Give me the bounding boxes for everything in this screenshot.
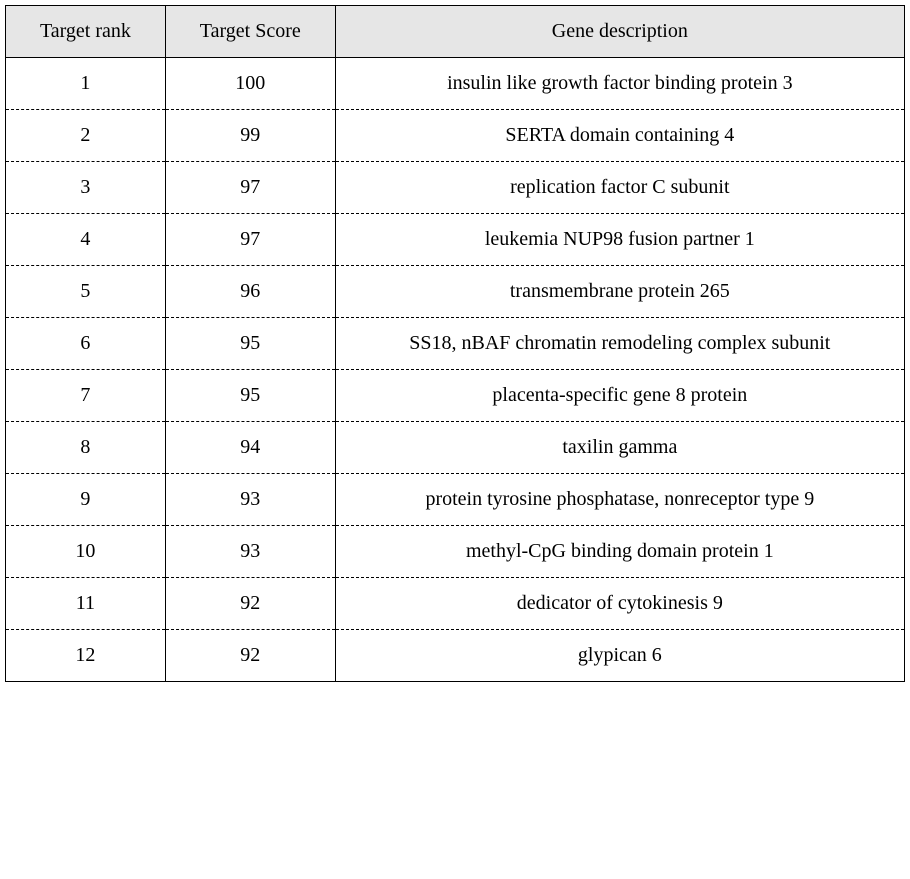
cell-desc: glypican 6: [335, 630, 904, 682]
table-row: 1 100 insulin like growth factor binding…: [6, 58, 905, 110]
cell-score: 96: [165, 266, 335, 318]
cell-desc: taxilin gamma: [335, 422, 904, 474]
cell-score: 92: [165, 630, 335, 682]
gene-target-table: Target rank Target Score Gene descriptio…: [5, 5, 905, 682]
cell-desc: leukemia NUP98 fusion partner 1: [335, 214, 904, 266]
table-row: 8 94 taxilin gamma: [6, 422, 905, 474]
table-row: 12 92 glypican 6: [6, 630, 905, 682]
cell-desc: protein tyrosine phosphatase, nonrecepto…: [335, 474, 904, 526]
cell-score: 94: [165, 422, 335, 474]
cell-score: 97: [165, 214, 335, 266]
cell-desc: insulin like growth factor binding prote…: [335, 58, 904, 110]
cell-score: 93: [165, 526, 335, 578]
cell-score: 97: [165, 162, 335, 214]
cell-rank: 10: [6, 526, 166, 578]
table-body: 1 100 insulin like growth factor binding…: [6, 58, 905, 682]
header-desc: Gene description: [335, 6, 904, 58]
table-row: 3 97 replication factor C subunit: [6, 162, 905, 214]
header-rank: Target rank: [6, 6, 166, 58]
cell-rank: 3: [6, 162, 166, 214]
cell-rank: 5: [6, 266, 166, 318]
cell-desc: methyl-CpG binding domain protein 1: [335, 526, 904, 578]
cell-rank: 11: [6, 578, 166, 630]
cell-rank: 7: [6, 370, 166, 422]
cell-score: 93: [165, 474, 335, 526]
table-row: 11 92 dedicator of cytokinesis 9: [6, 578, 905, 630]
cell-rank: 12: [6, 630, 166, 682]
table-row: 5 96 transmembrane protein 265: [6, 266, 905, 318]
cell-desc: replication factor C subunit: [335, 162, 904, 214]
table-row: 9 93 protein tyrosine phosphatase, nonre…: [6, 474, 905, 526]
cell-desc: SS18, nBAF chromatin remodeling complex …: [335, 318, 904, 370]
cell-desc: transmembrane protein 265: [335, 266, 904, 318]
cell-score: 99: [165, 110, 335, 162]
cell-score: 95: [165, 370, 335, 422]
cell-score: 100: [165, 58, 335, 110]
cell-rank: 2: [6, 110, 166, 162]
cell-rank: 9: [6, 474, 166, 526]
table-row: 7 95 placenta-specific gene 8 protein: [6, 370, 905, 422]
cell-rank: 1: [6, 58, 166, 110]
table-header-row: Target rank Target Score Gene descriptio…: [6, 6, 905, 58]
cell-desc: placenta-specific gene 8 protein: [335, 370, 904, 422]
cell-score: 95: [165, 318, 335, 370]
cell-desc: SERTA domain containing 4: [335, 110, 904, 162]
table-row: 10 93 methyl-CpG binding domain protein …: [6, 526, 905, 578]
cell-rank: 8: [6, 422, 166, 474]
cell-desc: dedicator of cytokinesis 9: [335, 578, 904, 630]
header-score: Target Score: [165, 6, 335, 58]
table-row: 4 97 leukemia NUP98 fusion partner 1: [6, 214, 905, 266]
cell-score: 92: [165, 578, 335, 630]
cell-rank: 6: [6, 318, 166, 370]
table-row: 2 99 SERTA domain containing 4: [6, 110, 905, 162]
table-row: 6 95 SS18, nBAF chromatin remodeling com…: [6, 318, 905, 370]
cell-rank: 4: [6, 214, 166, 266]
